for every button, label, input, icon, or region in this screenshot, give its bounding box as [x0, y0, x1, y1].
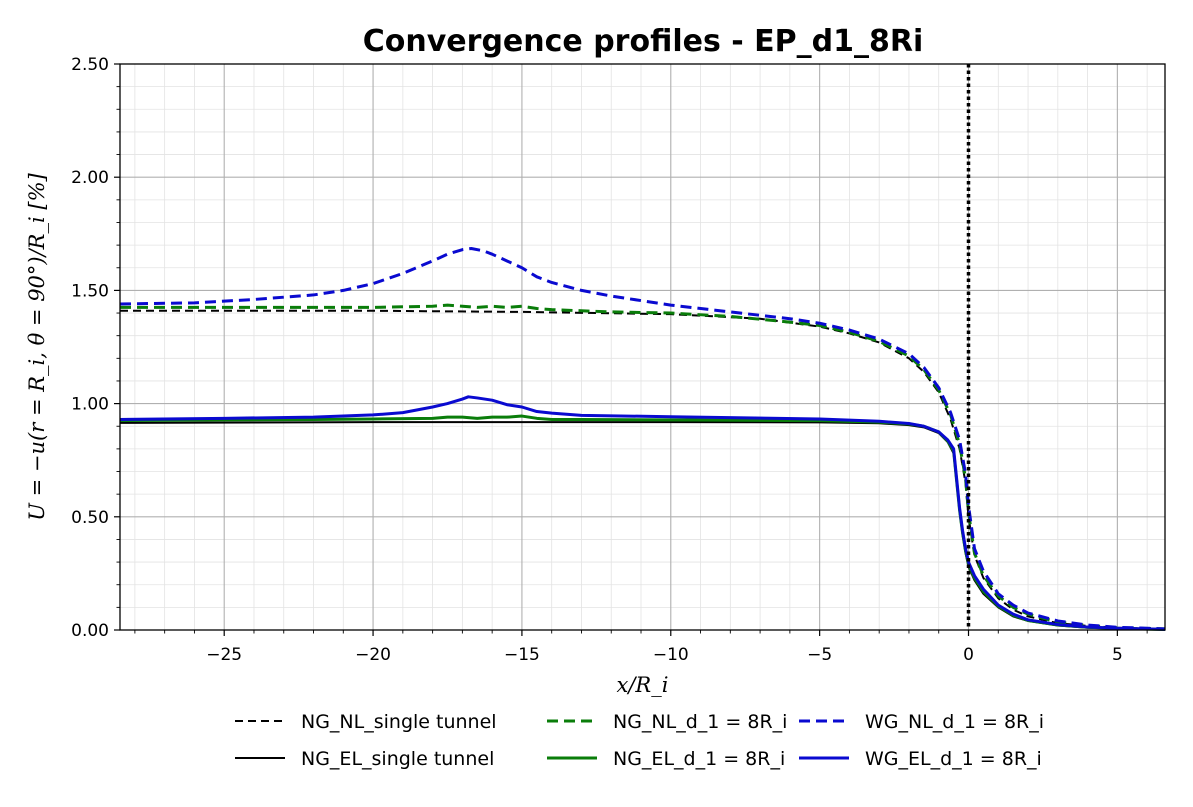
- series-layer: [119, 247, 1166, 632]
- x-tick-label: −20: [355, 645, 391, 665]
- x-tick-label: 0: [963, 645, 974, 665]
- legend-label-1: NG_EL_single tunnel: [301, 748, 494, 770]
- x-tick-label: −5: [807, 645, 832, 665]
- y-tick-label: 2.00: [71, 168, 109, 188]
- plot-frame: [119, 63, 1166, 631]
- y-tick-labels: 0.00 0.50 1.00 1.50 2.00 2.50: [71, 55, 109, 641]
- y-axis-label: U = −u(r = R_i, θ = 90°)/R_i [%]: [25, 172, 49, 520]
- legend-label-2: NG_NL_d_1 = 8R_i: [613, 711, 787, 733]
- series-line-2: [120, 303, 1166, 631]
- x-axis-label: x/R_i: [617, 673, 669, 697]
- y-tick-label: 0.50: [71, 508, 109, 528]
- chart-title: Convergence profiles - EP_d1_8Ri: [363, 24, 923, 59]
- y-tick-label: 0.00: [71, 621, 109, 641]
- x-tick-labels: −25 −20 −15 −10 −5 0 5: [206, 645, 1123, 665]
- legend-label-5: WG_EL_d_1 = 8R_i: [865, 748, 1042, 770]
- legend-label-3: NG_EL_d_1 = 8R_i: [613, 748, 785, 770]
- x-tick-label: −10: [653, 645, 689, 665]
- y-tick-label: 2.50: [71, 55, 109, 75]
- y-tick-label: 1.00: [71, 395, 109, 415]
- legend-label-0: NG_NL_single tunnel: [301, 711, 497, 733]
- legend-label-4: WG_NL_d_1 = 8R_i: [865, 711, 1044, 733]
- legend: NG_NL_single tunnel NG_EL_single tunnel NG…: [235, 711, 1044, 770]
- y-tick-label: 1.50: [71, 281, 109, 301]
- axis-ticks: [114, 63, 1148, 636]
- series-line-4: [119, 247, 1166, 631]
- x-tick-label: 5: [1112, 645, 1123, 665]
- x-tick-label: −15: [504, 645, 540, 665]
- series-line-5: [119, 395, 1166, 631]
- x-tick-label: −25: [206, 645, 242, 665]
- minor-gridlines: [120, 64, 1165, 630]
